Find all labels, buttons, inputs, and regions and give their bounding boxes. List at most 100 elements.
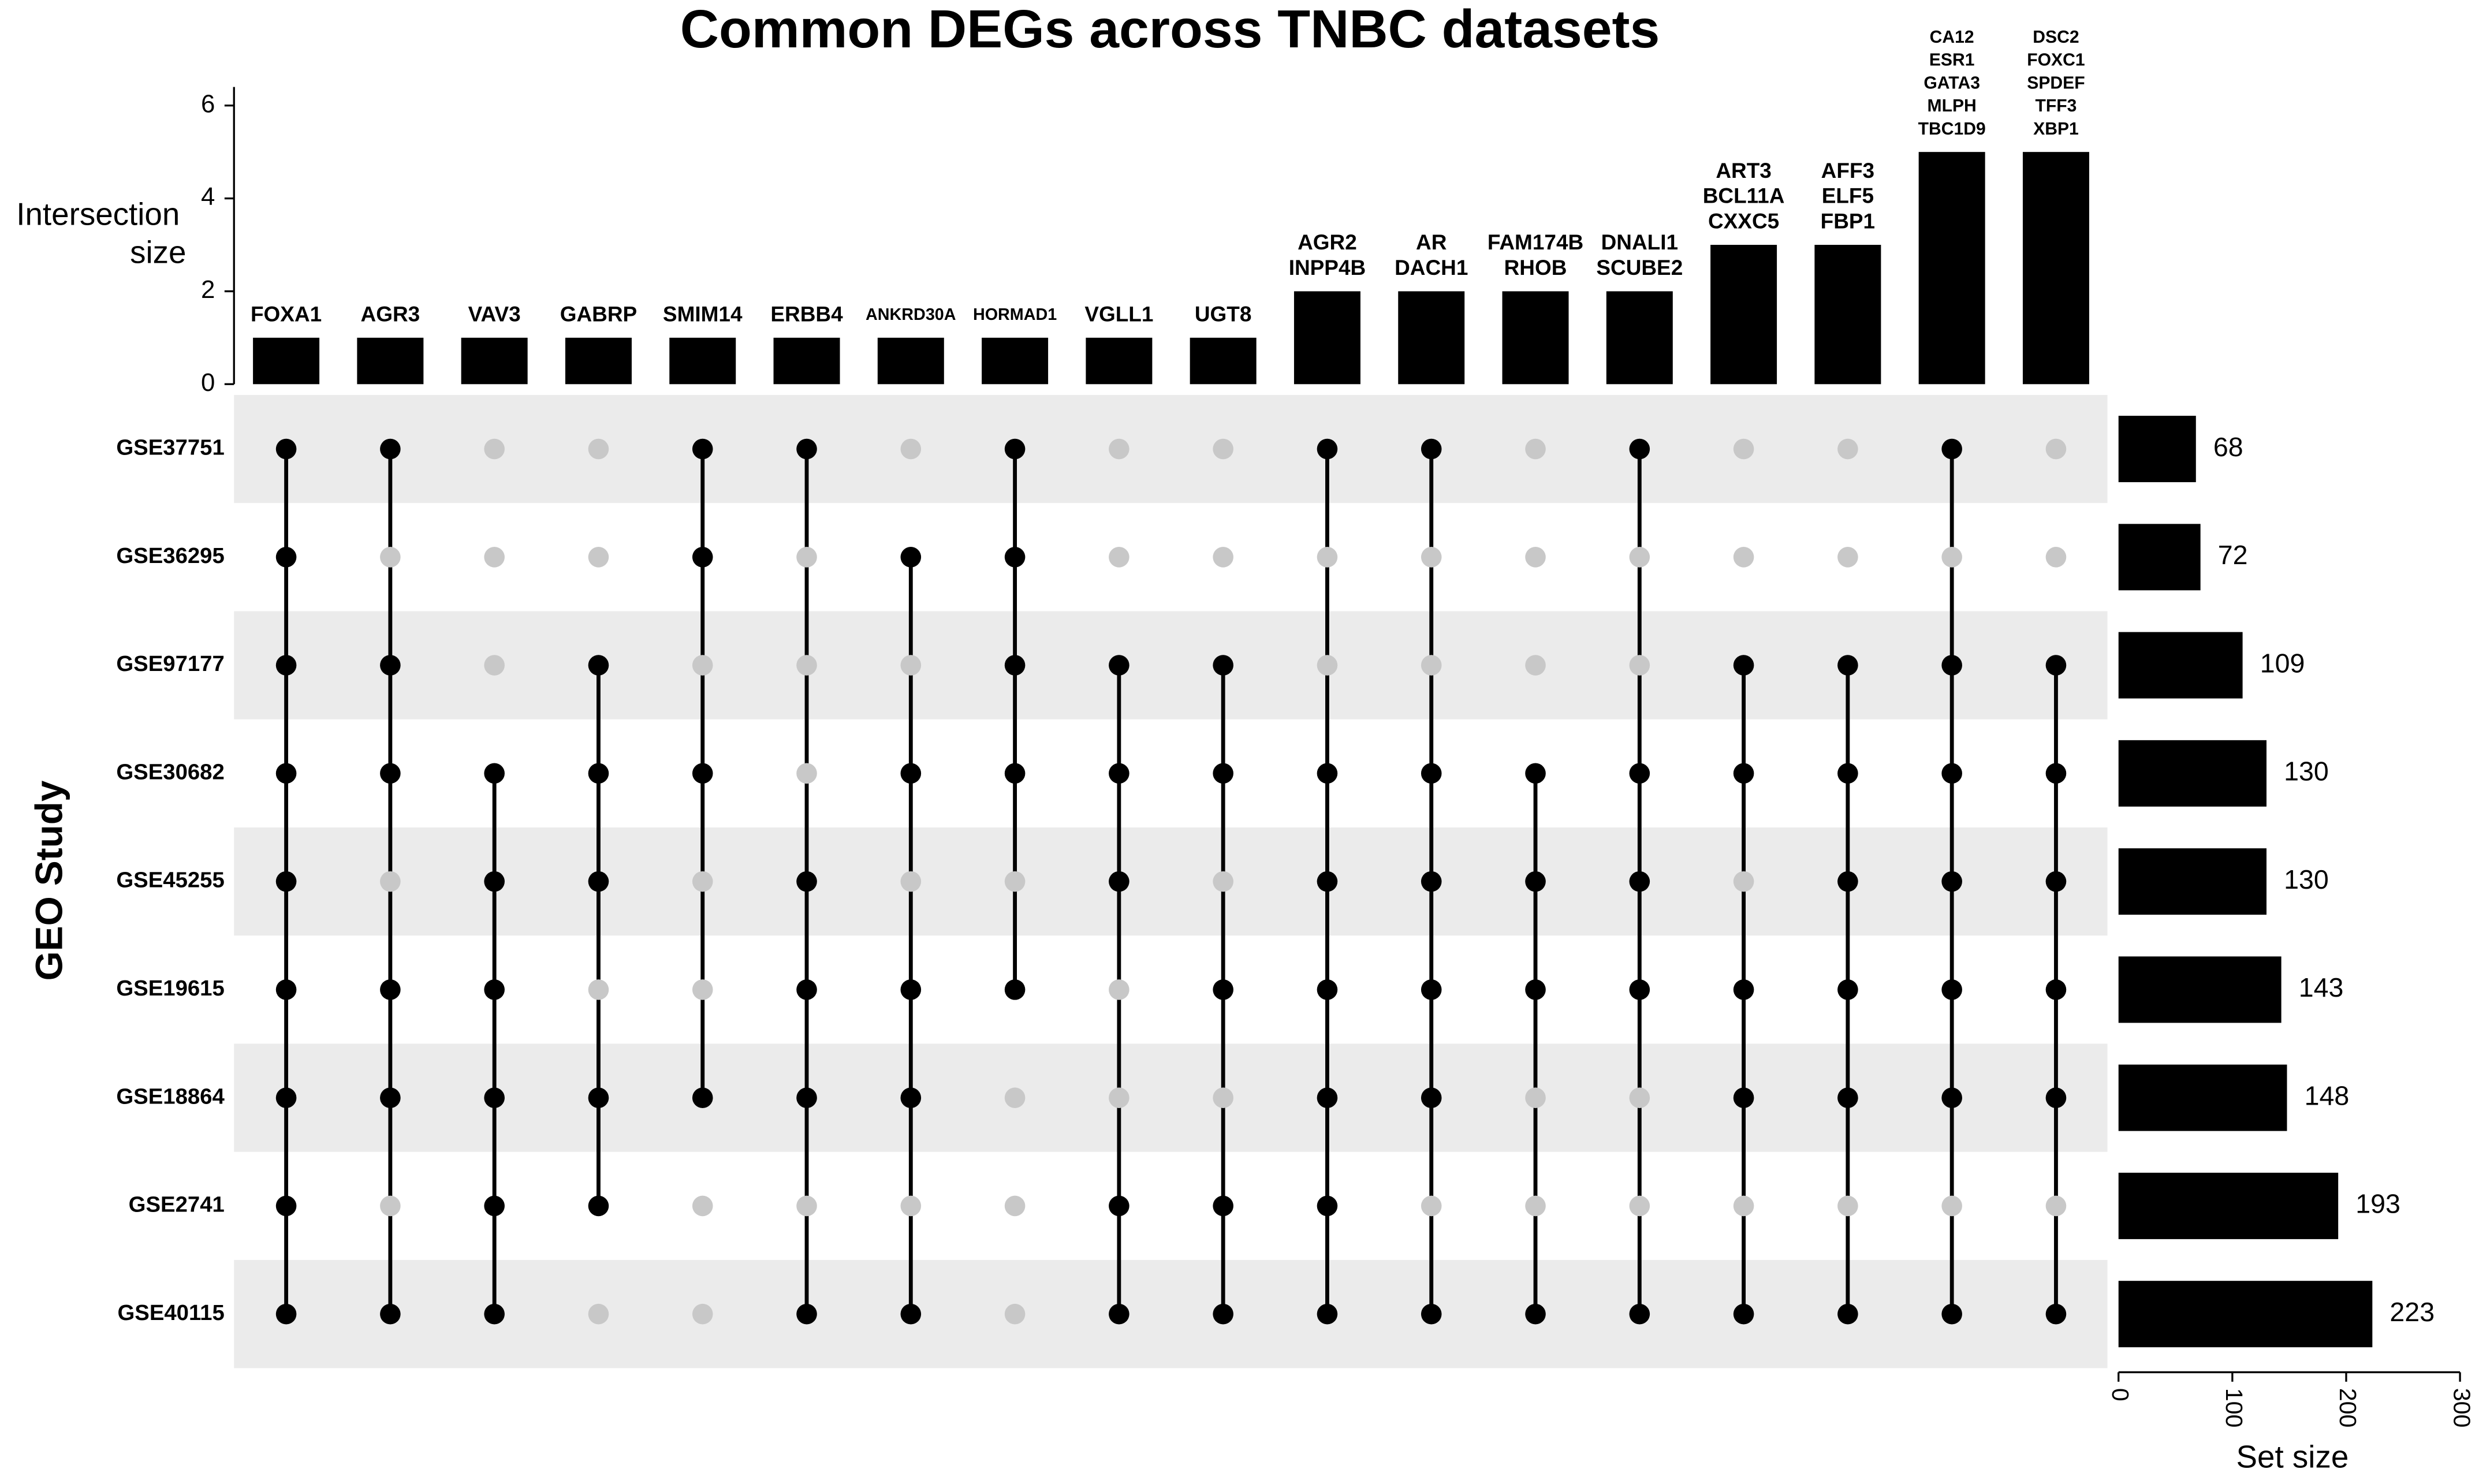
membership-dot (1733, 1087, 1754, 1108)
membership-dot (1733, 1303, 1754, 1325)
membership-dot (380, 871, 401, 892)
membership-dot (1733, 979, 1754, 1000)
set-size-label: 72 (2218, 540, 2248, 570)
gene-label: GABRP (560, 302, 637, 326)
set-label: GSE40115 (117, 1300, 224, 1325)
membership-dot (900, 547, 922, 568)
intersection-bar (253, 337, 320, 385)
gene-label: VAV3 (468, 302, 521, 326)
membership-dot (1629, 763, 1650, 784)
set-label: GSE97177 (116, 651, 224, 676)
membership-dot (1629, 655, 1650, 676)
membership-dot (1213, 1087, 1233, 1108)
membership-dot (900, 1303, 922, 1325)
membership-dot (1941, 979, 1962, 1000)
gene-label: DNALI1 (1601, 230, 1678, 254)
gene-label: FOXA1 (251, 302, 322, 326)
membership-dot (588, 655, 609, 676)
gene-label: SCUBE2 (1596, 256, 1683, 279)
gene-label: ART3 (1716, 159, 1772, 182)
membership-dot (275, 438, 297, 460)
membership-dot (1629, 438, 1650, 460)
membership-dot (1213, 1195, 1233, 1217)
membership-dot (796, 763, 817, 784)
y-tick-label: 2 (201, 275, 215, 304)
membership-dot (1421, 1303, 1442, 1325)
membership-dot (1004, 655, 1026, 676)
gene-label: RHOB (1504, 256, 1567, 279)
membership-dot (1317, 547, 1338, 568)
intersection-bar (565, 337, 632, 385)
membership-dot (1109, 547, 1129, 568)
set-size-bar (2118, 632, 2243, 699)
chart-title: Common DEGs across TNBC datasets (680, 0, 1660, 59)
gene-label: AGR3 (361, 302, 420, 326)
membership-dot (692, 871, 713, 892)
y-axis-label: Intersection (16, 196, 180, 232)
membership-dot (380, 979, 401, 1000)
membership-dot (588, 1195, 609, 1217)
membership-dot (692, 979, 713, 1000)
membership-dot (1213, 438, 1233, 460)
membership-dot (1109, 979, 1129, 1000)
membership-dot (692, 1087, 713, 1108)
intersection-bar (1710, 245, 1777, 385)
gene-label: TBC1D9 (1918, 120, 1986, 139)
membership-dot (1109, 438, 1129, 460)
x-tick-label: 0 (2107, 1388, 2134, 1401)
gene-label: MLPH (1928, 96, 1977, 115)
membership-dot (2045, 1087, 2067, 1108)
membership-dot (1525, 979, 1546, 1000)
membership-dot (380, 1195, 401, 1217)
gene-label: ANKRD30A (866, 305, 956, 324)
gene-label: FBP1 (1821, 209, 1875, 233)
membership-dot (1213, 547, 1233, 568)
membership-dot (796, 1303, 817, 1325)
membership-dot (1837, 547, 1858, 568)
membership-dot (1004, 1303, 1026, 1325)
gene-label: BCL11A (1703, 184, 1785, 208)
membership-dot (275, 655, 297, 676)
gene-label: ESR1 (1929, 51, 1975, 70)
gene-label: TFF3 (2035, 96, 2077, 115)
set-size-label: 109 (2260, 648, 2305, 678)
membership-dot (2045, 438, 2067, 460)
membership-dot (1941, 763, 1962, 784)
membership-dot (484, 547, 505, 568)
membership-dot (588, 1087, 609, 1108)
membership-dot (588, 763, 609, 784)
set-label: GSE45255 (116, 868, 224, 893)
membership-dot (1109, 1303, 1129, 1325)
gene-label: INPP4B (1289, 256, 1366, 279)
gene-label: SPDEF (2027, 73, 2085, 92)
membership-dot (1629, 1087, 1650, 1108)
gene-label: HORMAD1 (973, 305, 1057, 324)
membership-dot (1421, 655, 1442, 676)
y-tick-label: 0 (201, 368, 215, 397)
membership-dot (1317, 438, 1338, 460)
membership-dot (1629, 547, 1650, 568)
membership-dot (1525, 763, 1546, 784)
membership-dot (2045, 1303, 2067, 1325)
membership-dot (1421, 1195, 1442, 1217)
gene-label: SMIM14 (663, 302, 743, 326)
membership-dot (1837, 1303, 1858, 1325)
set-label: GSE30682 (116, 759, 224, 784)
membership-dot (692, 1303, 713, 1325)
membership-dot (1317, 979, 1338, 1000)
gene-label: ERBB4 (770, 302, 843, 326)
membership-dot (1317, 1195, 1338, 1217)
intersection-bar (1918, 152, 1985, 385)
membership-dot (1941, 1195, 1962, 1217)
gene-label: DSC2 (2033, 28, 2079, 47)
membership-dot (900, 979, 922, 1000)
set-size-bar (2118, 416, 2196, 483)
membership-dot (484, 871, 505, 892)
intersection-bar (1606, 291, 1673, 385)
membership-dot (1629, 871, 1650, 892)
set-label: GSE37751 (116, 435, 224, 460)
membership-dot (1109, 871, 1129, 892)
intersection-bar (773, 337, 840, 385)
membership-dot (380, 547, 401, 568)
